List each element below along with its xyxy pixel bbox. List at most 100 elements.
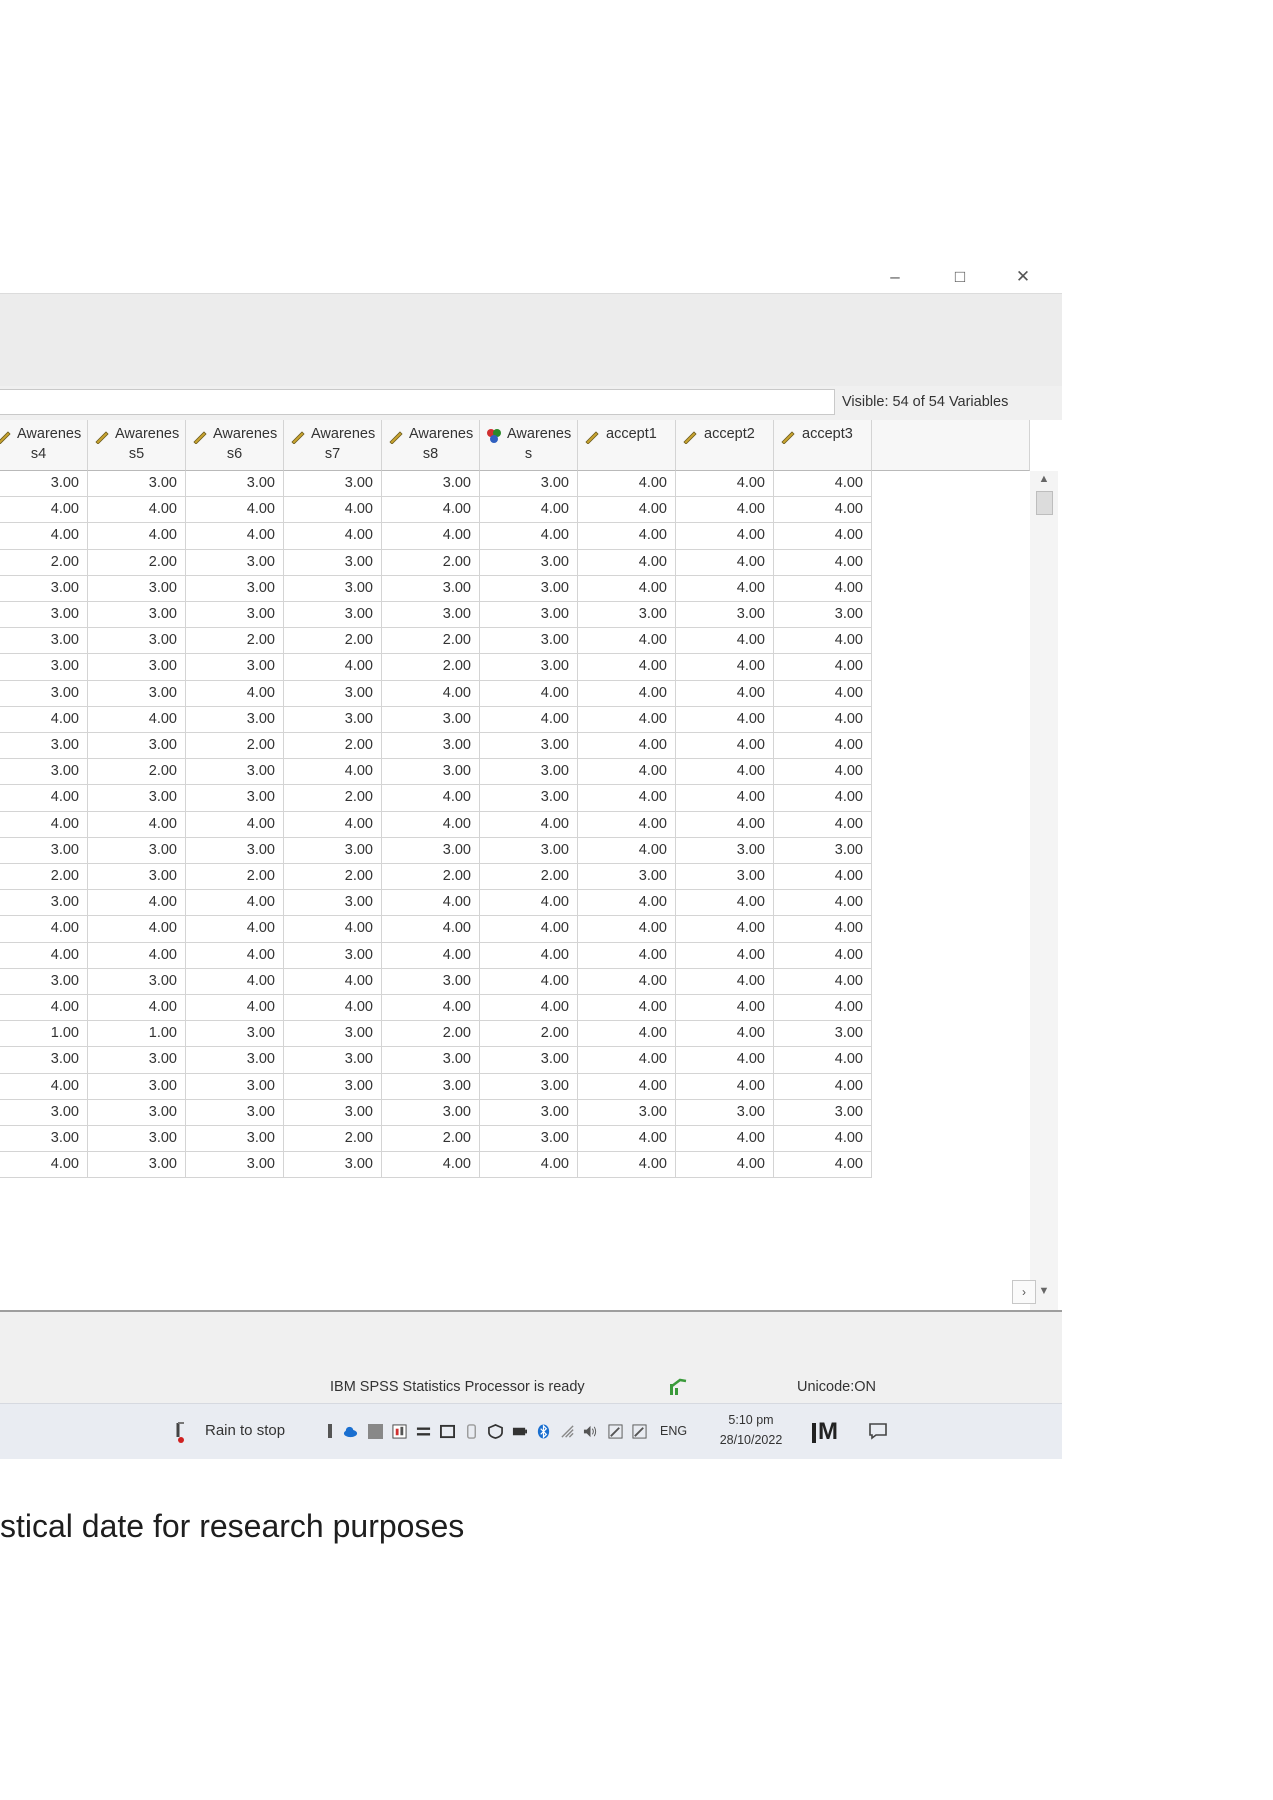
data-cell[interactable]: 3.00: [480, 654, 578, 681]
data-cell[interactable]: 4.00: [0, 497, 88, 524]
data-cell[interactable]: 4.00: [676, 811, 774, 838]
data-cell[interactable]: 4.00: [186, 890, 284, 917]
data-cell[interactable]: 3.00: [0, 1099, 88, 1126]
data-cell[interactable]: 3.00: [186, 471, 284, 498]
data-cell[interactable]: 4.00: [578, 654, 676, 681]
clock-time[interactable]: 5:10 pm: [728, 1413, 774, 1427]
data-cell[interactable]: 3.00: [284, 1073, 382, 1100]
data-cell[interactable]: 1.00: [88, 1021, 186, 1048]
data-cell[interactable]: 3.00: [88, 575, 186, 602]
data-cell[interactable]: 4.00: [480, 1152, 578, 1179]
data-cell[interactable]: 2.00: [382, 1126, 480, 1153]
column-header[interactable]: Awarenes s: [480, 420, 578, 471]
data-cell[interactable]: 4.00: [578, 759, 676, 786]
data-cell[interactable]: 4.00: [284, 523, 382, 550]
language-pen-icon[interactable]: [608, 1424, 623, 1439]
data-cell[interactable]: 4.00: [578, 523, 676, 550]
data-cell[interactable]: 4.00: [578, 811, 676, 838]
data-cell[interactable]: 4.00: [676, 968, 774, 995]
data-cell[interactable]: 3.00: [284, 706, 382, 733]
data-cell[interactable]: 4.00: [676, 471, 774, 498]
data-cell[interactable]: 3.00: [88, 1073, 186, 1100]
data-cell[interactable]: 3.00: [676, 837, 774, 864]
data-cell[interactable]: 3.00: [186, 575, 284, 602]
data-cell[interactable]: 3.00: [480, 1047, 578, 1074]
data-cell[interactable]: 4.00: [284, 811, 382, 838]
data-cell[interactable]: 3.00: [88, 1126, 186, 1153]
data-cell[interactable]: 3.00: [382, 706, 480, 733]
data-cell[interactable]: 4.00: [382, 811, 480, 838]
data-cell[interactable]: 4.00: [774, 654, 872, 681]
volume-icon[interactable]: [583, 1424, 598, 1439]
ime-pen-icon[interactable]: [632, 1424, 647, 1439]
data-cell[interactable]: 4.00: [0, 1152, 88, 1179]
data-cell[interactable]: 4.00: [186, 680, 284, 707]
data-cell[interactable]: 4.00: [284, 497, 382, 524]
data-cell[interactable]: 4.00: [578, 942, 676, 969]
data-cell[interactable]: 3.00: [0, 890, 88, 917]
data-cell[interactable]: 3.00: [774, 1021, 872, 1048]
data-cell[interactable]: 2.00: [480, 864, 578, 891]
column-header[interactable]: Awarenes s7: [284, 420, 382, 471]
data-cell[interactable]: 4.00: [578, 995, 676, 1022]
data-cell[interactable]: 4.00: [578, 837, 676, 864]
data-cell[interactable]: 3.00: [382, 602, 480, 629]
data-cell[interactable]: 4.00: [480, 811, 578, 838]
data-cell[interactable]: 3.00: [480, 549, 578, 576]
data-cell[interactable]: 3.00: [774, 837, 872, 864]
data-cell[interactable]: 3.00: [578, 1099, 676, 1126]
data-cell[interactable]: 4.00: [774, 785, 872, 812]
data-cell[interactable]: 3.00: [382, 575, 480, 602]
security-shield-icon[interactable]: [488, 1424, 503, 1439]
data-cell[interactable]: 2.00: [88, 759, 186, 786]
data-cell[interactable]: 3.00: [480, 628, 578, 655]
data-cell[interactable]: 4.00: [774, 811, 872, 838]
data-cell[interactable]: 3.00: [186, 654, 284, 681]
data-cell[interactable]: 4.00: [382, 995, 480, 1022]
data-cell[interactable]: 4.00: [676, 628, 774, 655]
data-cell[interactable]: 3.00: [186, 602, 284, 629]
data-cell[interactable]: 3.00: [480, 471, 578, 498]
data-cell[interactable]: 4.00: [578, 680, 676, 707]
data-cell[interactable]: 3.00: [676, 1099, 774, 1126]
data-cell[interactable]: 4.00: [88, 706, 186, 733]
data-cell[interactable]: 3.00: [284, 942, 382, 969]
data-cell[interactable]: 3.00: [480, 837, 578, 864]
data-cell[interactable]: 4.00: [88, 942, 186, 969]
data-cell[interactable]: 4.00: [578, 968, 676, 995]
data-cell[interactable]: 4.00: [578, 497, 676, 524]
tray-chart-app-icon[interactable]: [392, 1424, 407, 1439]
data-cell[interactable]: 4.00: [676, 706, 774, 733]
data-cell[interactable]: 4.00: [88, 497, 186, 524]
data-cell[interactable]: 4.00: [676, 1047, 774, 1074]
data-cell[interactable]: 4.00: [480, 706, 578, 733]
data-cell[interactable]: 4.00: [578, 628, 676, 655]
data-cell[interactable]: 4.00: [186, 995, 284, 1022]
data-cell[interactable]: 4.00: [774, 1152, 872, 1179]
column-header[interactable]: Awarenes s4: [0, 420, 88, 471]
data-cell[interactable]: 3.00: [382, 837, 480, 864]
data-cell[interactable]: 4.00: [774, 628, 872, 655]
data-cell[interactable]: 3.00: [480, 1126, 578, 1153]
data-cell[interactable]: 4.00: [774, 968, 872, 995]
data-cell[interactable]: 3.00: [88, 733, 186, 760]
data-cell[interactable]: 3.00: [0, 575, 88, 602]
data-cell[interactable]: 4.00: [88, 995, 186, 1022]
onedrive-cloud-icon[interactable]: [343, 1424, 358, 1439]
data-cell[interactable]: 3.00: [0, 471, 88, 498]
scroll-right-icon[interactable]: ›: [1012, 1280, 1036, 1304]
data-cell[interactable]: 4.00: [480, 995, 578, 1022]
data-cell[interactable]: 4.00: [774, 549, 872, 576]
data-cell[interactable]: 3.00: [88, 864, 186, 891]
data-cell[interactable]: 3.00: [382, 733, 480, 760]
data-cell[interactable]: 3.00: [88, 968, 186, 995]
data-cell[interactable]: 4.00: [88, 811, 186, 838]
data-cell[interactable]: 3.00: [774, 602, 872, 629]
data-cell[interactable]: 2.00: [382, 654, 480, 681]
column-header-next[interactable]: [872, 420, 1030, 471]
data-cell[interactable]: 3.00: [480, 602, 578, 629]
data-cell[interactable]: 3.00: [578, 864, 676, 891]
data-cell[interactable]: 3.00: [284, 837, 382, 864]
data-cell[interactable]: 4.00: [186, 916, 284, 943]
data-cell[interactable]: 4.00: [774, 759, 872, 786]
